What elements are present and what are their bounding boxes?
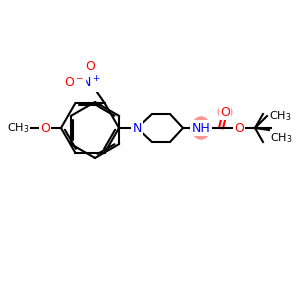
Text: CH$_3$: CH$_3$: [269, 109, 292, 123]
Text: CH$_3$: CH$_3$: [270, 131, 292, 145]
Text: O: O: [85, 60, 95, 74]
Text: O: O: [40, 122, 50, 134]
Text: O: O: [220, 106, 230, 118]
Ellipse shape: [218, 105, 232, 119]
Text: O: O: [220, 106, 230, 118]
Text: O: O: [234, 122, 244, 134]
Text: O$^-$: O$^-$: [64, 76, 85, 89]
Text: CH$_3$: CH$_3$: [7, 121, 29, 135]
Text: N$^+$: N$^+$: [81, 75, 100, 91]
Ellipse shape: [192, 117, 210, 139]
Text: NH: NH: [192, 122, 210, 134]
Text: N: N: [132, 122, 142, 134]
